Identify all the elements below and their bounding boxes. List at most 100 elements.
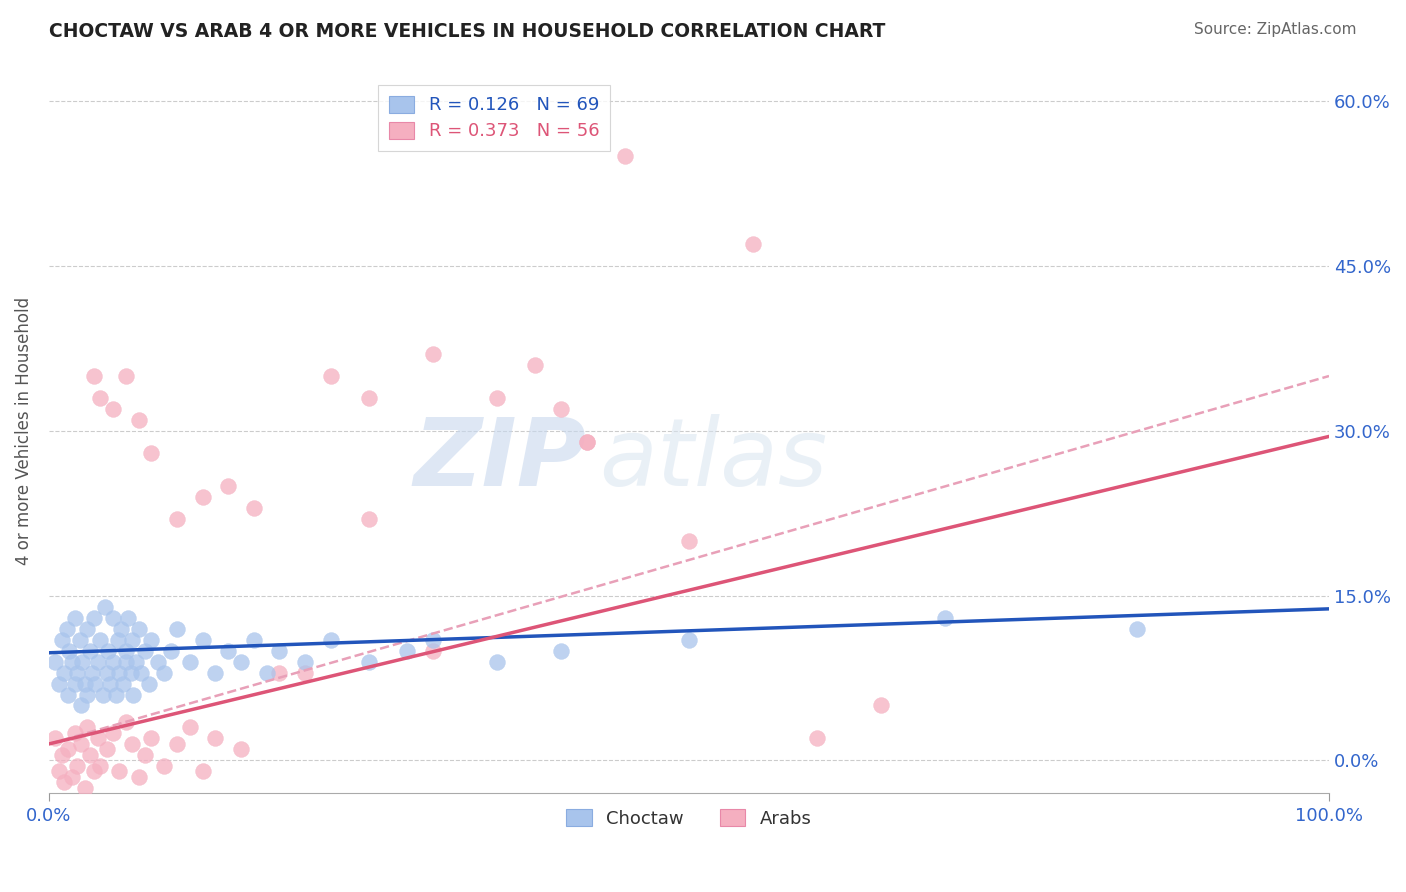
Point xyxy=(422,632,444,647)
Point xyxy=(294,655,316,669)
Point xyxy=(141,446,163,460)
Point xyxy=(114,643,136,657)
Point xyxy=(204,731,226,746)
Point xyxy=(51,632,73,647)
Point xyxy=(66,665,89,680)
Point xyxy=(86,731,108,746)
Point xyxy=(128,413,150,427)
Point xyxy=(141,632,163,647)
Point xyxy=(79,643,101,657)
Point xyxy=(357,512,380,526)
Point xyxy=(153,665,176,680)
Point xyxy=(107,632,129,647)
Point xyxy=(53,775,76,789)
Point xyxy=(96,665,118,680)
Point xyxy=(153,759,176,773)
Point xyxy=(125,655,148,669)
Point xyxy=(146,655,169,669)
Point xyxy=(91,688,114,702)
Point xyxy=(108,665,131,680)
Point xyxy=(159,643,181,657)
Point xyxy=(56,688,79,702)
Point xyxy=(485,655,508,669)
Point xyxy=(121,632,143,647)
Text: Source: ZipAtlas.com: Source: ZipAtlas.com xyxy=(1194,22,1357,37)
Point xyxy=(76,688,98,702)
Point xyxy=(60,770,83,784)
Point xyxy=(56,622,79,636)
Point xyxy=(191,490,214,504)
Point xyxy=(117,610,139,624)
Point xyxy=(101,726,124,740)
Point xyxy=(550,643,572,657)
Point xyxy=(79,747,101,762)
Point xyxy=(179,655,201,669)
Point xyxy=(76,622,98,636)
Point xyxy=(76,721,98,735)
Point xyxy=(204,665,226,680)
Point xyxy=(141,731,163,746)
Point xyxy=(48,764,70,779)
Point xyxy=(121,737,143,751)
Point xyxy=(128,770,150,784)
Point xyxy=(89,759,111,773)
Point xyxy=(550,401,572,416)
Point xyxy=(110,622,132,636)
Point xyxy=(86,655,108,669)
Point xyxy=(357,391,380,405)
Point xyxy=(294,665,316,680)
Point xyxy=(191,764,214,779)
Point xyxy=(242,632,264,647)
Text: CHOCTAW VS ARAB 4 OR MORE VEHICLES IN HOUSEHOLD CORRELATION CHART: CHOCTAW VS ARAB 4 OR MORE VEHICLES IN HO… xyxy=(49,22,886,41)
Point xyxy=(229,655,252,669)
Point xyxy=(614,149,637,163)
Point xyxy=(422,643,444,657)
Point xyxy=(678,533,700,548)
Point xyxy=(82,665,104,680)
Point xyxy=(742,237,765,252)
Point xyxy=(678,632,700,647)
Point xyxy=(256,665,278,680)
Point xyxy=(63,726,86,740)
Point xyxy=(104,688,127,702)
Point xyxy=(73,780,96,795)
Point xyxy=(63,610,86,624)
Point xyxy=(63,676,86,690)
Point xyxy=(485,391,508,405)
Point xyxy=(1126,622,1149,636)
Point xyxy=(56,742,79,756)
Point xyxy=(217,643,239,657)
Point xyxy=(269,665,291,680)
Point xyxy=(89,632,111,647)
Point xyxy=(51,747,73,762)
Point xyxy=(122,688,145,702)
Point xyxy=(114,655,136,669)
Point xyxy=(89,391,111,405)
Point xyxy=(575,434,598,449)
Point xyxy=(112,676,135,690)
Point xyxy=(575,434,598,449)
Point xyxy=(108,764,131,779)
Point xyxy=(73,676,96,690)
Point xyxy=(101,655,124,669)
Point xyxy=(179,721,201,735)
Point xyxy=(396,643,419,657)
Point xyxy=(134,747,156,762)
Point xyxy=(53,665,76,680)
Point xyxy=(60,655,83,669)
Point xyxy=(319,632,342,647)
Point xyxy=(120,665,142,680)
Point xyxy=(84,676,107,690)
Point xyxy=(138,676,160,690)
Point xyxy=(58,643,80,657)
Point xyxy=(319,369,342,384)
Point xyxy=(422,347,444,361)
Point xyxy=(114,369,136,384)
Point xyxy=(94,599,117,614)
Point xyxy=(72,655,94,669)
Point xyxy=(69,632,91,647)
Point xyxy=(217,479,239,493)
Point xyxy=(166,622,188,636)
Point xyxy=(101,610,124,624)
Point xyxy=(191,632,214,647)
